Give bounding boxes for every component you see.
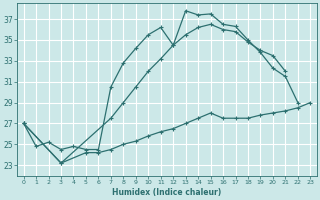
X-axis label: Humidex (Indice chaleur): Humidex (Indice chaleur) bbox=[112, 188, 221, 197]
